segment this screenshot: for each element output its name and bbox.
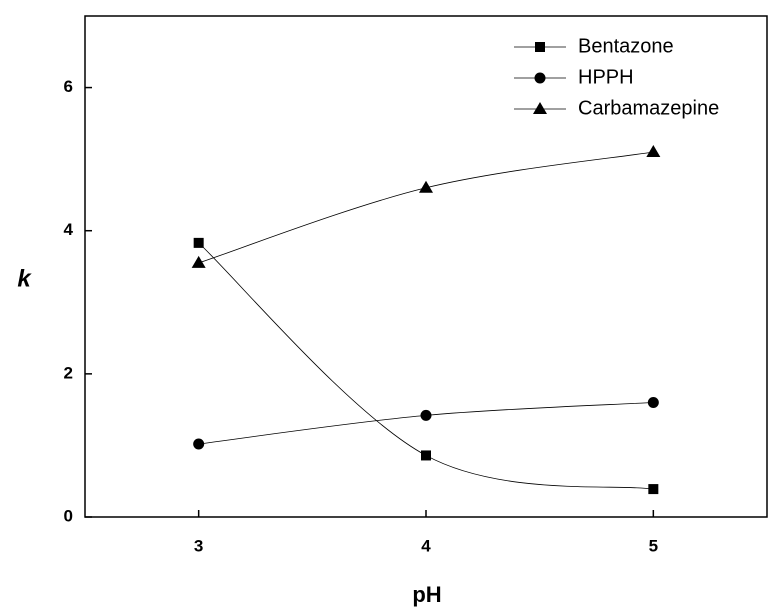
- y-tick-label: 2: [64, 363, 73, 382]
- marker: [193, 237, 204, 248]
- plot-frame: [84, 15, 768, 518]
- series-line: [198, 151, 654, 264]
- marker: [193, 438, 205, 450]
- marker: [421, 450, 431, 461]
- marker: [533, 102, 547, 114]
- marker: [534, 72, 546, 84]
- marker: [647, 396, 659, 408]
- marker: [420, 409, 432, 421]
- marker: [419, 180, 433, 193]
- y-tick-label: 6: [64, 77, 73, 96]
- x-tick-label: 3: [194, 536, 203, 555]
- legend-label: Bentazone: [578, 35, 674, 57]
- y-axis-label: k: [17, 265, 32, 292]
- marker: [191, 255, 206, 268]
- marker: [646, 144, 661, 157]
- marker: [648, 484, 659, 495]
- x-tick-label: 4: [421, 536, 431, 555]
- y-tick-label: 4: [64, 220, 74, 239]
- x-axis-label: pH: [412, 582, 441, 607]
- marker: [535, 42, 545, 52]
- series-line: [198, 402, 654, 445]
- legend-label: Carbamazepine: [578, 97, 719, 119]
- legend-label: HPPH: [578, 66, 634, 88]
- y-tick-label: 0: [64, 506, 73, 525]
- x-tick-label: 5: [649, 536, 658, 555]
